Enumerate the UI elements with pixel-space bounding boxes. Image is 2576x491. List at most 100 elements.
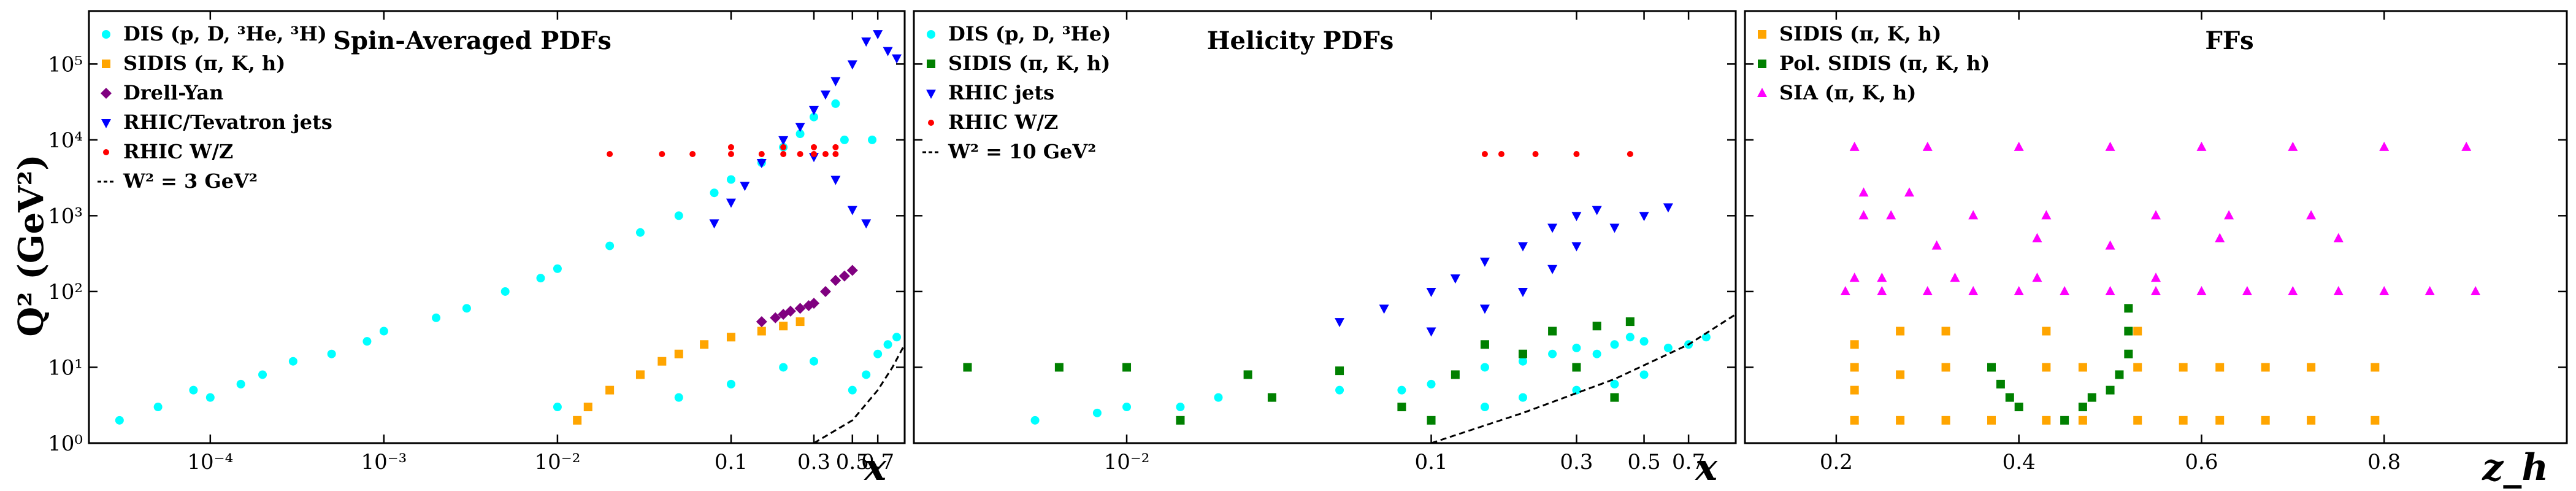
legend-label: Drell-Yan — [123, 81, 223, 104]
legend-marker — [103, 149, 109, 155]
plot-area — [1840, 141, 2481, 425]
point-dis-p-d-he — [1214, 393, 1223, 402]
point-sidis-k-h — [2371, 363, 2380, 372]
point-sia-k-h — [2242, 285, 2252, 295]
x-tick-label: 0.5 — [836, 450, 869, 474]
point-rhic-tevatron-jets — [847, 60, 857, 70]
panel-helicity-pdfs: 10⁻² 0.1 0.3 0.5 0.7 Helicity PDFs x DIS (p, D,… — [913, 10, 1737, 489]
point-rhic-jets — [1379, 304, 1389, 314]
point-rhic-tevatron-jets — [820, 90, 830, 100]
point-drell-yan — [846, 265, 858, 276]
point-dis-p-d-he-h — [848, 385, 857, 395]
point-dis-p-d-he-h — [236, 379, 245, 389]
point-sidis-k-h — [1176, 416, 1185, 425]
point-rhic-w-z — [832, 144, 839, 150]
point-sia-k-h — [1840, 285, 1850, 295]
point-dis-p-d-he-h — [432, 313, 441, 322]
point-dis-p-d-he — [1610, 340, 1619, 349]
legend-marker — [102, 60, 110, 68]
legend: DIS (p, D, ³He, ³H) SIDIS (π, K, h) Drell-… — [98, 22, 332, 193]
point-rhic-w-z — [1627, 150, 1633, 157]
point-sia-k-h — [1922, 141, 1933, 151]
point-sidis-k-h — [2133, 327, 2142, 336]
point-sidis-k-h — [1896, 416, 1905, 425]
plot-area — [115, 30, 905, 443]
point-rhic-w-z — [758, 150, 765, 157]
point-pol-sidis-k-h — [2124, 304, 2133, 313]
point-sia-k-h — [1968, 210, 1979, 220]
point-sidis-k-h — [1451, 370, 1460, 379]
point-sidis-k-h — [1480, 340, 1489, 349]
y-tick-label: 10¹ — [48, 355, 83, 380]
point-pol-sidis-k-h — [2115, 370, 2124, 379]
point-sidis-k-h — [2307, 363, 2316, 372]
point-sia-k-h — [2288, 285, 2298, 295]
point-dis-p-d-he-h — [868, 135, 877, 144]
point-rhic-w-z — [689, 150, 696, 157]
point-rhic-jets — [1609, 223, 1620, 233]
point-rhic-w-z — [1498, 150, 1505, 157]
point-sia-k-h — [1849, 141, 1860, 151]
legend-label: RHIC/Tevatron jets — [123, 110, 332, 134]
point-pol-sidis-k-h — [2124, 327, 2133, 336]
point-drell-yan — [808, 298, 820, 309]
legend-marker — [928, 120, 934, 126]
point-rhic-w-z — [1532, 150, 1539, 157]
point-sidis-k-h — [1896, 370, 1905, 379]
point-rhic-tevatron-jets — [809, 106, 819, 115]
point-dis-p-d-he — [1592, 349, 1601, 358]
point-dis-p-d-he — [1572, 343, 1581, 352]
legend-marker — [1758, 30, 1766, 39]
point-rhic-tevatron-jets — [830, 77, 841, 87]
point-drell-yan — [794, 303, 806, 314]
point-rhic-jets — [1426, 287, 1436, 297]
point-dis-p-d-he-h — [605, 241, 615, 250]
point-sidis-k-h — [1610, 393, 1619, 402]
point-sidis-k-h — [2215, 363, 2225, 372]
x-axis-label: x — [1694, 446, 1718, 489]
point-sia-k-h — [2333, 285, 2344, 295]
point-rhic-w-z — [780, 150, 787, 157]
point-sia-k-h — [2379, 141, 2390, 151]
point-dis-p-d-he-h — [635, 228, 645, 237]
legend-label: DIS (p, D, ³He, ³H) — [123, 22, 327, 45]
point-rhic-tevatron-jets — [892, 54, 902, 64]
point-rhic-tevatron-jets — [726, 198, 736, 208]
point-sia-k-h — [2288, 141, 2298, 151]
point-sia-k-h — [1877, 273, 1887, 282]
series-w-3-gev — [813, 344, 905, 443]
point-dis-p-d-he-h — [553, 264, 562, 273]
y-tick-label: 10⁵ — [48, 52, 83, 77]
point-rhic-jets — [1479, 257, 1490, 267]
y-tick-label: 10⁰ — [48, 431, 83, 456]
point-sidis-k-h — [2261, 363, 2270, 372]
point-sidis-k-h — [1896, 327, 1905, 336]
point-dis-p-d-he — [1335, 385, 1344, 395]
point-dis-p-d-he-h — [327, 349, 336, 358]
point-pol-sidis-k-h — [2078, 403, 2087, 412]
y-tick-label: 10² — [48, 280, 83, 304]
legend-marker — [1758, 60, 1766, 68]
point-drell-yan — [830, 274, 841, 286]
point-rhic-w-z — [822, 150, 829, 157]
point-sidis-k-h — [1054, 363, 1064, 372]
point-drell-yan — [756, 316, 767, 328]
legend-label: RHIC W/Z — [123, 140, 233, 163]
point-drell-yan — [819, 285, 831, 297]
point-sidis-k-h — [1850, 363, 1859, 372]
x-tick-label: 0.3 — [797, 450, 830, 474]
point-drell-yan — [770, 312, 781, 323]
point-dis-p-d-he — [1030, 416, 1040, 425]
point-dis-p-d-he — [1663, 343, 1673, 352]
point-sidis-k-h — [605, 385, 615, 395]
point-sia-k-h — [2014, 141, 2024, 151]
point-rhic-jets — [1517, 287, 1528, 297]
x-tick-label: 0.7 — [861, 450, 894, 474]
point-sidis-k-h — [583, 403, 592, 412]
point-sidis-k-h — [1397, 403, 1406, 412]
plot-area — [963, 150, 1736, 443]
point-sidis-k-h — [795, 317, 805, 327]
panel-title: FFs — [2205, 26, 2253, 55]
point-dis-p-d-he-h — [362, 337, 372, 346]
point-rhic-tevatron-jets — [830, 176, 841, 185]
